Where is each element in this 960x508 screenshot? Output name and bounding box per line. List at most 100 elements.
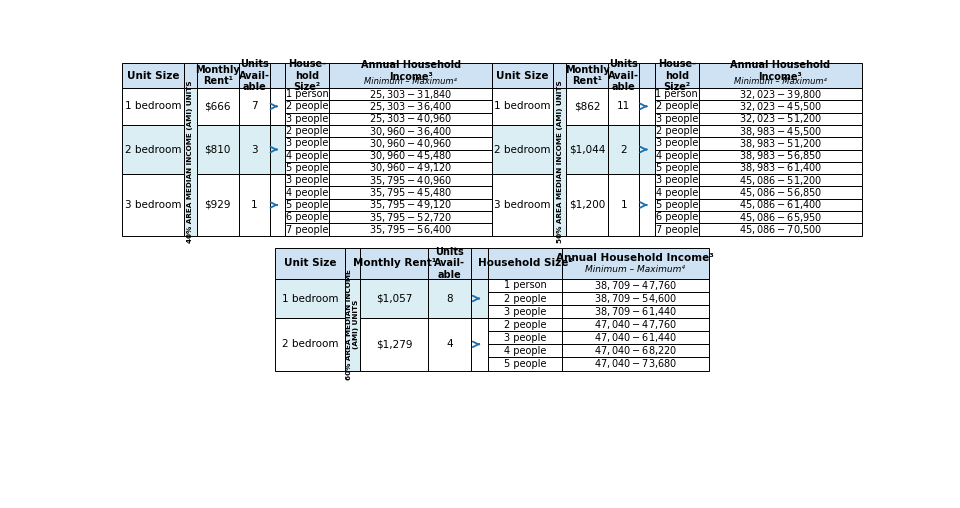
Text: 1 person: 1 person <box>504 280 546 291</box>
Bar <box>197 174 239 236</box>
Bar <box>122 174 183 236</box>
Text: 7: 7 <box>251 102 257 111</box>
Text: $38,983 - $56,850: $38,983 - $56,850 <box>738 149 822 162</box>
Text: 5 people: 5 people <box>286 200 328 210</box>
Bar <box>329 64 492 88</box>
Text: Minimum – Maximum⁴: Minimum – Maximum⁴ <box>733 77 827 86</box>
Text: 11: 11 <box>617 102 631 111</box>
Bar <box>329 162 492 174</box>
Text: 5 people: 5 people <box>656 163 698 173</box>
Text: Units
Avail-
able: Units Avail- able <box>239 59 270 92</box>
Text: $47,040 - $68,220: $47,040 - $68,220 <box>593 344 677 357</box>
Bar <box>699 113 862 125</box>
Text: 3 people: 3 people <box>504 333 546 343</box>
Bar <box>609 125 639 174</box>
Bar <box>183 88 197 236</box>
Text: 4 people: 4 people <box>286 151 328 161</box>
Bar <box>655 88 699 100</box>
Bar <box>566 174 609 236</box>
Bar <box>285 100 329 113</box>
Bar <box>699 88 862 100</box>
Bar <box>360 318 428 370</box>
Text: Annual Household
Income³: Annual Household Income³ <box>731 60 830 82</box>
Bar <box>122 64 183 88</box>
Bar <box>329 186 492 199</box>
Text: $38,983 - $61,400: $38,983 - $61,400 <box>738 162 822 174</box>
Text: 50% AREA MEDIAN INCOME (AMI) UNITS: 50% AREA MEDIAN INCOME (AMI) UNITS <box>557 80 563 243</box>
Bar <box>699 174 862 186</box>
Text: $47,040 - $47,760: $47,040 - $47,760 <box>593 318 677 331</box>
Bar <box>655 174 699 186</box>
Text: $35,795 - $40,960: $35,795 - $40,960 <box>369 174 452 187</box>
Text: $38,983 - $45,500: $38,983 - $45,500 <box>738 124 822 138</box>
Text: Monthly
Rent¹: Monthly Rent¹ <box>564 65 610 86</box>
Text: 1 person: 1 person <box>286 89 328 99</box>
Bar <box>122 88 183 125</box>
Text: 60% AREA MEDIAN INCOME
(AMI) UNITS: 60% AREA MEDIAN INCOME (AMI) UNITS <box>346 269 359 380</box>
Bar <box>566 88 609 125</box>
Text: 3 people: 3 people <box>656 175 698 185</box>
Bar <box>329 149 492 162</box>
Bar <box>428 279 471 318</box>
Text: Units
Avail-
able: Units Avail- able <box>434 247 466 280</box>
Text: Household Size²: Household Size² <box>477 259 572 268</box>
Text: $45,086 - $56,850: $45,086 - $56,850 <box>738 186 822 199</box>
Text: $25,303 - $40,960: $25,303 - $40,960 <box>369 112 452 125</box>
Text: $30,960 - $40,960: $30,960 - $40,960 <box>369 137 452 150</box>
Text: 1 bedroom: 1 bedroom <box>281 294 338 303</box>
Text: 2 people: 2 people <box>504 320 546 330</box>
Bar <box>329 88 492 100</box>
Text: 3 bedroom: 3 bedroom <box>494 200 551 210</box>
Text: 2 people: 2 people <box>504 294 546 303</box>
Text: 3 bedroom: 3 bedroom <box>125 200 181 210</box>
Bar <box>360 248 428 279</box>
Bar <box>655 137 699 149</box>
Bar <box>655 162 699 174</box>
Text: 3 people: 3 people <box>286 138 328 148</box>
Text: 8: 8 <box>446 294 453 303</box>
Text: 5 people: 5 people <box>656 200 698 210</box>
Text: $929: $929 <box>204 200 231 210</box>
Text: $1,279: $1,279 <box>376 339 413 350</box>
Text: 7 people: 7 people <box>286 225 328 235</box>
Bar <box>639 64 655 88</box>
Bar <box>471 318 488 370</box>
Bar <box>488 292 562 305</box>
Bar <box>239 125 270 174</box>
Bar <box>471 248 488 279</box>
Bar <box>270 125 285 174</box>
Text: $666: $666 <box>204 102 231 111</box>
Bar <box>285 137 329 149</box>
Bar <box>345 248 360 279</box>
Bar <box>239 64 270 88</box>
Bar <box>488 305 562 318</box>
Bar <box>270 64 285 88</box>
Bar <box>275 279 345 318</box>
Bar <box>471 279 488 318</box>
Text: $47,040 - $73,680: $47,040 - $73,680 <box>593 358 677 370</box>
Text: $862: $862 <box>574 102 601 111</box>
Text: 2 people: 2 people <box>286 126 328 136</box>
Text: Annual Household
Income³: Annual Household Income³ <box>361 60 461 82</box>
Bar <box>492 174 553 236</box>
Text: $1,044: $1,044 <box>569 144 606 154</box>
Text: 2 people: 2 people <box>656 126 698 136</box>
Text: 1: 1 <box>251 200 257 210</box>
Bar <box>329 174 492 186</box>
Text: 4: 4 <box>446 339 453 350</box>
Text: $35,795 - $56,400: $35,795 - $56,400 <box>369 223 452 236</box>
Text: $25,303 - $36,400: $25,303 - $36,400 <box>369 100 452 113</box>
Text: 2 bedroom: 2 bedroom <box>281 339 338 350</box>
Text: 1 person: 1 person <box>656 89 698 99</box>
Bar <box>699 224 862 236</box>
Bar <box>699 186 862 199</box>
Bar <box>285 125 329 137</box>
Bar <box>655 224 699 236</box>
Bar <box>488 279 562 292</box>
Text: 3 people: 3 people <box>656 114 698 124</box>
Bar <box>428 318 471 370</box>
Text: Monthly Rent¹: Monthly Rent¹ <box>352 259 436 268</box>
Text: House-
hold
Size²: House- hold Size² <box>288 59 326 92</box>
Text: $30,960 - $49,120: $30,960 - $49,120 <box>369 162 452 174</box>
Text: $30,960 - $45,480: $30,960 - $45,480 <box>369 149 452 162</box>
